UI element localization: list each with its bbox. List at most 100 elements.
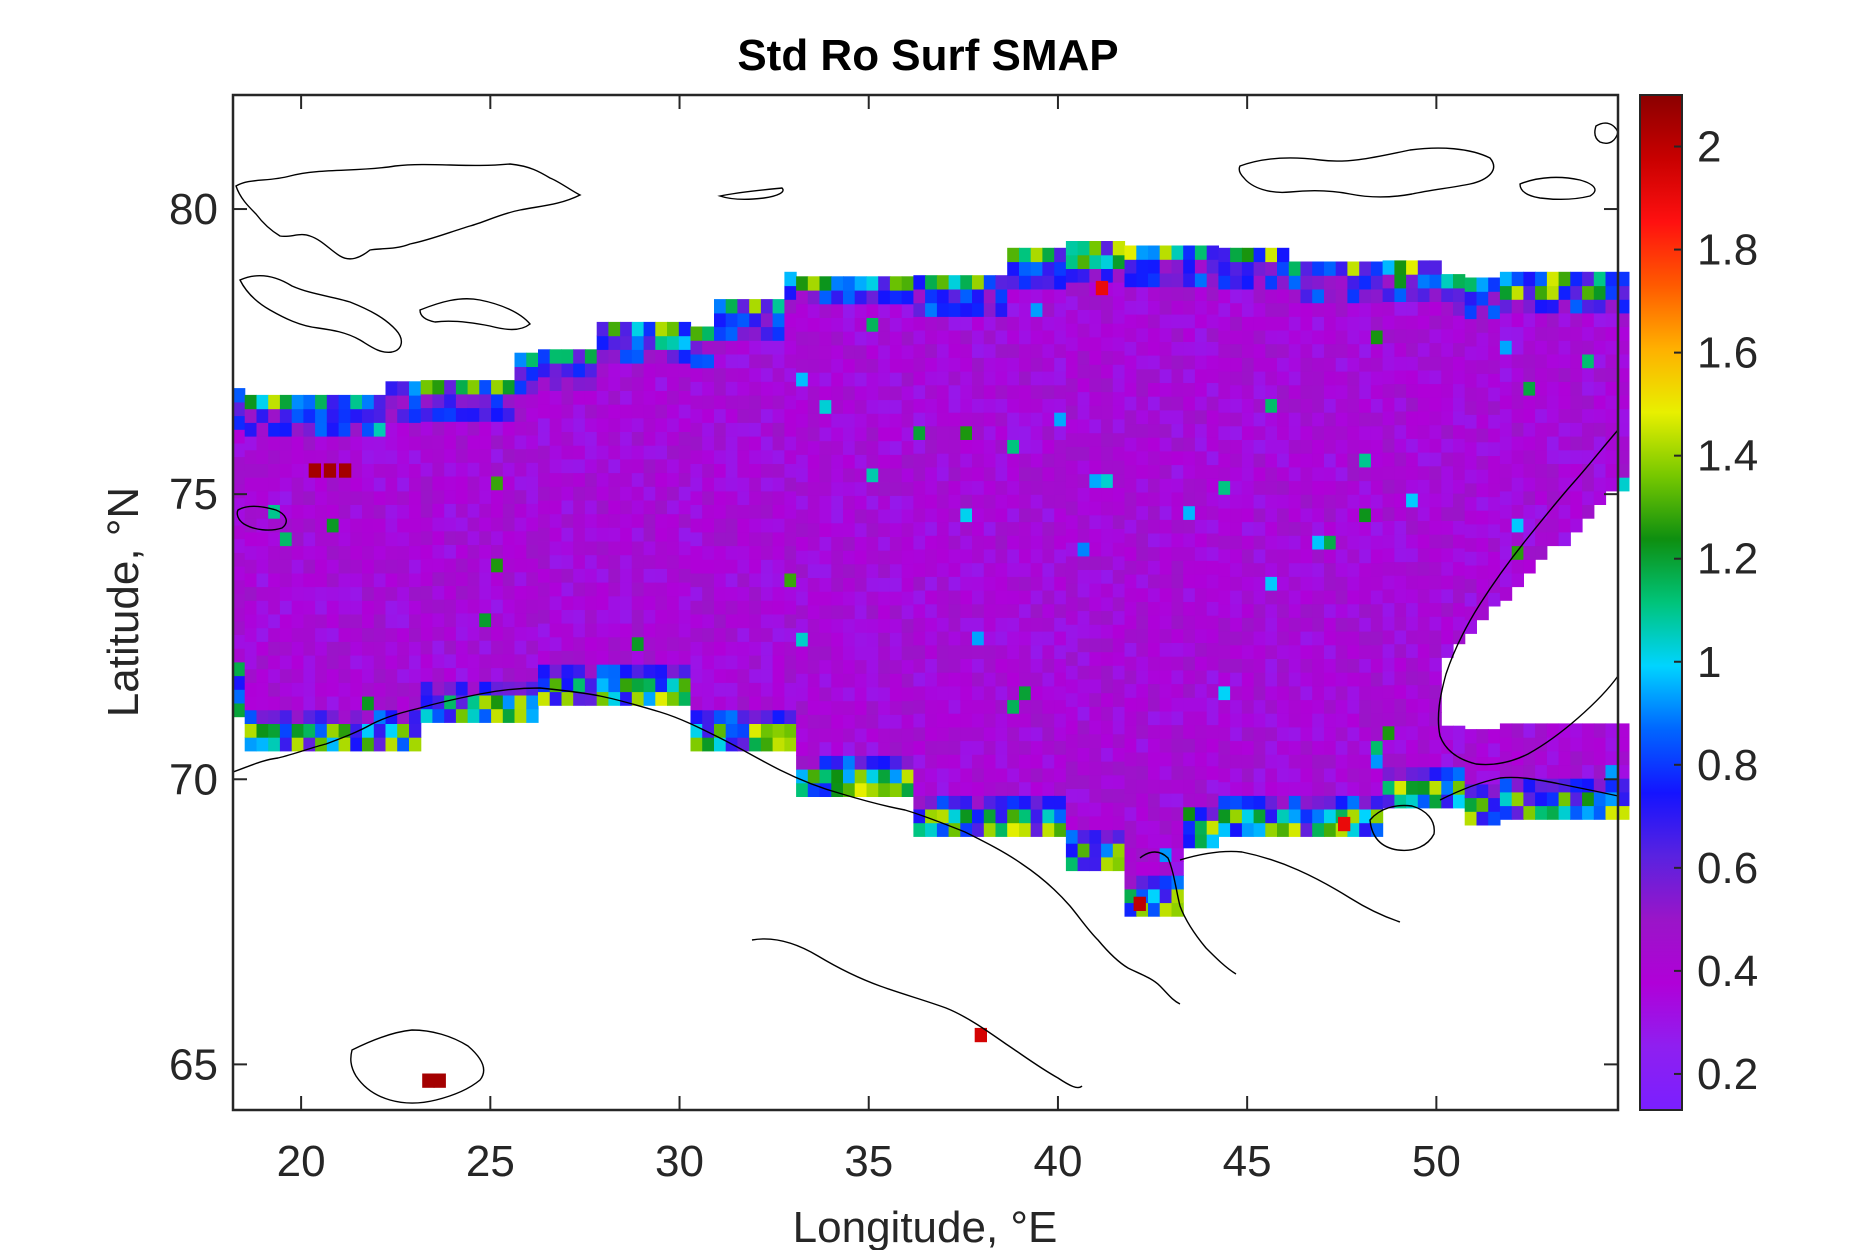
- heatmap-cell: [1570, 463, 1583, 478]
- heatmap-cell: [901, 618, 914, 633]
- heatmap-cell: [889, 440, 903, 455]
- heatmap-cell: [1206, 409, 1219, 425]
- heatmap-cell: [1617, 353, 1630, 369]
- heatmap-cell: [1183, 245, 1196, 260]
- heatmap-cell: [936, 439, 950, 454]
- heatmap-cell: [831, 509, 844, 524]
- heatmap-cell: [514, 653, 527, 669]
- heatmap-cell: [1382, 588, 1395, 604]
- heatmap-cell: [256, 463, 269, 478]
- heatmap-cell: [409, 737, 422, 752]
- heatmap-cell: [561, 431, 574, 446]
- heatmap-cell: [538, 595, 551, 610]
- heatmap-cell: [444, 681, 457, 696]
- heatmap-cell: [1065, 651, 1079, 666]
- heatmap-cell: [936, 590, 950, 605]
- heatmap-cell: [608, 609, 621, 624]
- heatmap-cell: [690, 490, 703, 505]
- heatmap-cell: [1429, 383, 1442, 398]
- heatmap-cell: [1171, 601, 1184, 616]
- heatmap-cell: [1300, 412, 1313, 427]
- heatmap-cell: [1277, 672, 1290, 687]
- heatmap-cell: [1464, 605, 1477, 621]
- heatmap-cell: [1159, 259, 1172, 274]
- heatmap-cell: [1241, 288, 1255, 304]
- heatmap-cell: [291, 559, 304, 574]
- heatmap-cell: [796, 700, 809, 715]
- heatmap-cell: [420, 640, 433, 655]
- heatmap-cell: [1218, 644, 1231, 659]
- heatmap-cell: [1288, 672, 1302, 687]
- heatmap-cell: [1183, 464, 1196, 479]
- heatmap-cell: [843, 604, 856, 620]
- heatmap-cell: [538, 499, 551, 515]
- heatmap-cell: [667, 623, 680, 638]
- heatmap-cell: [1324, 767, 1337, 783]
- heatmap-cell: [878, 522, 891, 537]
- heatmap-cell: [1124, 560, 1137, 575]
- heatmap-cell: [549, 349, 562, 364]
- heatmap-cell: [608, 458, 621, 474]
- heatmap-cell: [1476, 482, 1489, 498]
- heatmap-cell: [1570, 326, 1583, 341]
- heatmap-cell: [397, 504, 410, 519]
- heatmap-cell: [584, 650, 598, 665]
- heatmap-cell: [502, 407, 516, 422]
- heatmap-cell: [596, 445, 609, 460]
- heatmap-cell: [1324, 808, 1337, 824]
- heatmap-cell: [1476, 428, 1489, 443]
- heatmap-cell: [1171, 450, 1184, 466]
- heatmap-cell: [1488, 742, 1501, 758]
- heatmap-cell: [831, 782, 844, 797]
- heatmap-cell: [1546, 737, 1560, 752]
- heatmap-cell: [831, 686, 844, 702]
- heatmap-cell: [315, 737, 328, 752]
- heatmap-cell: [1054, 699, 1067, 714]
- heatmap-cell: [1394, 287, 1407, 302]
- heatmap-cell: [561, 582, 574, 597]
- heatmap-cell: [561, 540, 574, 556]
- heatmap-cell: [573, 609, 586, 624]
- heatmap-cell: [538, 677, 551, 693]
- heatmap-cell: [901, 632, 914, 647]
- heatmap-cell: [714, 586, 727, 601]
- heatmap-cell: [960, 617, 973, 632]
- heatmap-cell: [737, 627, 750, 642]
- heatmap-cell: [1042, 603, 1055, 618]
- heatmap-cell: [502, 475, 516, 491]
- heatmap-cell: [1124, 464, 1137, 479]
- heatmap-cell: [1101, 432, 1114, 447]
- heatmap-cell: [268, 490, 281, 505]
- heatmap-cell: [1406, 301, 1419, 316]
- heatmap-cell: [960, 494, 973, 509]
- heatmap-cell: [1206, 642, 1219, 657]
- heatmap-cell: [326, 449, 340, 464]
- heatmap-cell: [1089, 473, 1102, 488]
- heatmap-cell: [714, 655, 727, 670]
- heatmap-cell: [573, 513, 586, 528]
- heatmap-cell: [1019, 357, 1032, 372]
- x-tick-label: 20: [277, 1137, 326, 1186]
- heatmap-cell: [1136, 355, 1149, 370]
- heatmap-cell: [1194, 779, 1208, 794]
- heatmap-cell: [1171, 642, 1184, 657]
- heatmap-cell: [620, 376, 633, 391]
- heatmap-cell: [819, 645, 832, 661]
- heatmap-cell: [643, 499, 656, 515]
- heatmap-cell: [1265, 672, 1278, 687]
- heatmap-cell: [1535, 518, 1548, 533]
- heatmap-cell: [1312, 480, 1325, 495]
- heatmap-cell: [303, 572, 316, 588]
- heatmap-cell: [1077, 268, 1090, 283]
- heatmap-cell: [1054, 548, 1067, 564]
- heatmap-cell: [1136, 300, 1149, 315]
- heatmap-cell: [1253, 699, 1266, 714]
- heatmap-cell: [1148, 491, 1161, 507]
- heatmap-cell: [373, 463, 387, 478]
- heatmap-cell: [796, 440, 809, 455]
- heatmap-cell: [1382, 794, 1395, 809]
- heatmap-cell: [1007, 548, 1020, 564]
- heatmap-cell: [667, 609, 680, 624]
- heatmap-cell: [690, 613, 703, 629]
